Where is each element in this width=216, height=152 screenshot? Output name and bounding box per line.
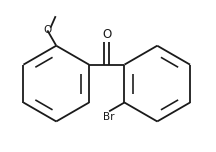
Text: O: O (102, 28, 111, 41)
Text: O: O (43, 25, 52, 35)
Text: Br: Br (103, 112, 115, 122)
